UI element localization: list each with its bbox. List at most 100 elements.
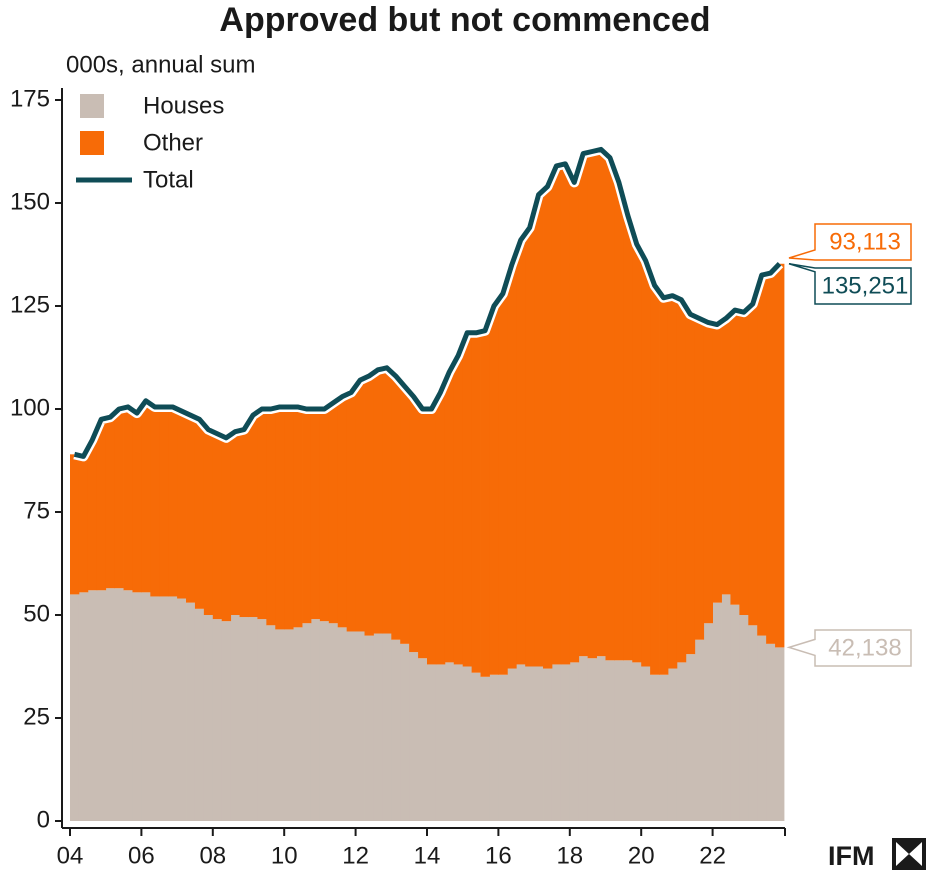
value-label: 93,113 — [829, 228, 901, 255]
area-step — [614, 660, 624, 821]
area-step — [543, 186, 553, 669]
area-step — [230, 431, 240, 615]
area-step — [480, 676, 490, 821]
area-step — [507, 264, 517, 669]
area-step — [409, 396, 419, 653]
area-step — [587, 151, 597, 659]
area-step — [302, 623, 312, 821]
area-step — [730, 604, 740, 821]
area-step — [168, 596, 178, 821]
legend-label: Houses — [143, 92, 224, 119]
area-step — [194, 419, 205, 609]
area-step — [650, 674, 660, 821]
area-step — [587, 658, 597, 821]
area-step — [310, 409, 321, 620]
area-step — [703, 322, 713, 624]
area-step — [427, 664, 437, 821]
area-step — [239, 617, 249, 821]
area-step — [114, 588, 124, 821]
area-step — [685, 314, 696, 655]
value-callout: 42,138 — [786, 629, 912, 667]
area-step — [257, 619, 267, 821]
area-step — [203, 429, 214, 615]
area-step — [676, 299, 687, 663]
area-step — [382, 633, 392, 821]
area-step — [605, 660, 615, 821]
area-step — [257, 409, 267, 620]
area-step — [551, 664, 562, 821]
area-step — [87, 590, 98, 821]
area-step — [739, 312, 749, 615]
logo: IFM — [828, 838, 926, 871]
area-step — [409, 652, 419, 821]
area-step — [186, 415, 196, 603]
area-step — [168, 406, 178, 597]
area-step — [328, 623, 339, 821]
area-step — [159, 406, 169, 597]
area-step — [418, 409, 428, 659]
area-step — [471, 332, 481, 673]
area-step — [721, 594, 731, 821]
x-tick-label: 18 — [556, 842, 583, 869]
area-step — [150, 596, 160, 821]
area-step — [596, 149, 606, 657]
callout-box — [788, 223, 912, 261]
area-step — [614, 182, 624, 661]
area-step — [498, 674, 508, 821]
area-step — [373, 633, 383, 821]
area-step — [177, 598, 187, 821]
area-step — [667, 295, 678, 669]
area-step — [516, 240, 526, 665]
area-step — [275, 629, 285, 821]
area-step — [221, 621, 232, 821]
area-step — [462, 666, 473, 821]
area-step — [302, 409, 312, 624]
area-step — [641, 666, 651, 821]
area-step — [221, 437, 232, 622]
area-step — [659, 674, 669, 821]
area-step — [105, 417, 116, 589]
area-step — [328, 402, 339, 624]
area-step — [730, 310, 740, 605]
area-step — [70, 454, 80, 595]
area-step — [96, 419, 107, 591]
area-step — [712, 602, 722, 821]
legend-label: Other — [143, 129, 203, 156]
area-step — [623, 660, 633, 821]
area-step — [569, 662, 580, 821]
area-step — [364, 376, 374, 636]
value-callout: 93,113 — [788, 223, 912, 261]
x-tick-label: 12 — [342, 842, 369, 869]
area-step — [418, 658, 428, 821]
area-step — [667, 668, 678, 821]
total-line — [73, 146, 782, 459]
area-step — [373, 369, 383, 634]
area-step — [212, 619, 223, 821]
area-step — [543, 668, 553, 821]
area-step — [400, 386, 410, 644]
x-tick-label: 06 — [128, 842, 155, 869]
area-step — [498, 293, 508, 675]
area-step — [78, 456, 89, 593]
area-step — [212, 433, 223, 620]
area-step — [632, 662, 642, 821]
area-step — [632, 244, 642, 663]
area-step — [337, 396, 348, 628]
area-step — [293, 406, 303, 628]
area-step — [132, 592, 142, 821]
area-step — [194, 608, 205, 821]
legend: Houses Other Total — [76, 92, 224, 193]
x-tick-label: 20 — [628, 842, 655, 869]
area-step — [284, 406, 294, 630]
x-tick-label: 22 — [699, 842, 726, 869]
area-step — [275, 406, 285, 630]
area-step — [96, 590, 107, 821]
area-step — [427, 409, 437, 665]
area-step — [319, 621, 330, 821]
area-step — [480, 330, 490, 677]
area-step — [534, 666, 544, 821]
logo-icon-cut — [896, 842, 922, 866]
area-step — [712, 324, 722, 603]
area-step — [391, 639, 401, 821]
